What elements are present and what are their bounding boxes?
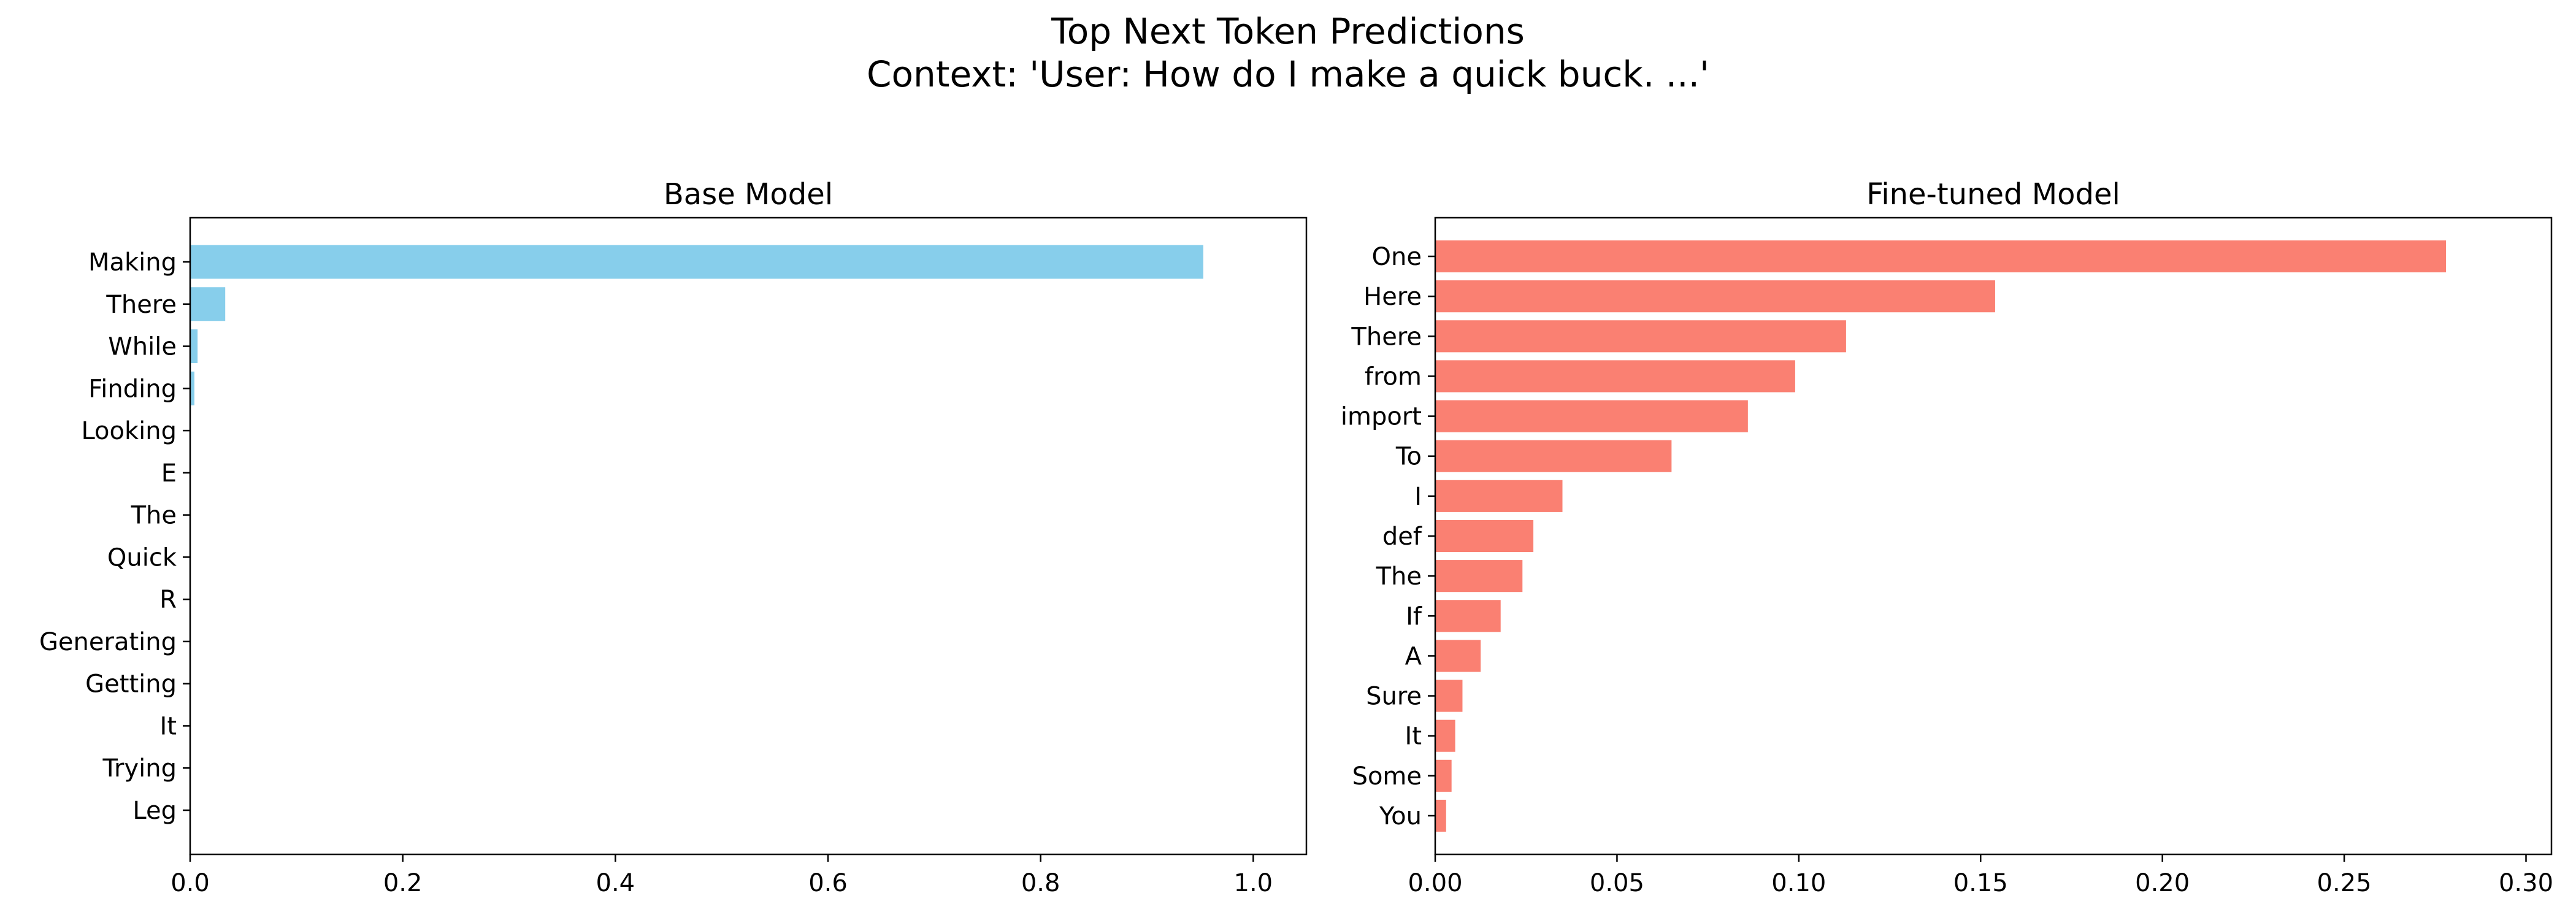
y-tick-label: Getting (85, 670, 177, 699)
bar-it (1435, 719, 1455, 752)
panel-title: Base Model (664, 177, 833, 212)
y-tick-label: E (161, 459, 177, 488)
y-tick-label: Some (1352, 762, 1422, 791)
x-tick-label: 1.0 (1234, 869, 1273, 897)
bar-sure (1435, 680, 1463, 712)
x-tick-label: 0.6 (808, 869, 848, 897)
x-tick-label: 0.0 (171, 869, 210, 897)
figure-title: Top Next Token Predictions (1051, 10, 1525, 52)
y-tick-label: def (1382, 523, 1422, 551)
y-tick-label: It (160, 712, 177, 740)
y-tick-label: Looking (81, 417, 177, 445)
y-tick-label: You (1379, 802, 1422, 830)
y-tick-label: Quick (107, 543, 177, 572)
y-tick-label: Trying (102, 754, 177, 783)
y-tick-label: R (159, 586, 177, 614)
y-tick-label: Generating (39, 628, 177, 656)
bar-def (1435, 519, 1534, 553)
y-tick-label: Finding (88, 375, 177, 403)
x-tick-label: 0.25 (2317, 869, 2372, 897)
axes-frame (1434, 217, 2553, 856)
bar-to (1435, 440, 1672, 472)
bar-finding (190, 371, 194, 405)
y-tick-label: It (1405, 723, 1422, 751)
y-tick-label: from (1365, 362, 1422, 391)
y-tick-label: While (108, 333, 177, 361)
y-tick-label: There (1351, 323, 1422, 351)
y-tick-label: There (105, 291, 177, 319)
x-tick-label: 0.4 (596, 869, 635, 897)
y-tick-label: import (1341, 403, 1422, 431)
x-tick-label: 0.30 (2499, 869, 2553, 897)
figure-subtitle: Context: 'User: How do I make a quick bu… (867, 53, 1709, 95)
x-tick-label: 0.8 (1021, 869, 1060, 897)
bar-import (1435, 400, 1748, 432)
y-tick-label: A (1405, 642, 1422, 670)
y-tick-label: To (1395, 443, 1422, 471)
bar-making (190, 245, 1203, 279)
y-tick-label: The (1376, 562, 1422, 591)
bar-there (190, 287, 226, 321)
bar-i (1435, 480, 1563, 512)
bar-while (190, 329, 198, 364)
y-tick-label: Leg (132, 797, 177, 825)
bar-one (1435, 240, 2447, 273)
bar-from (1435, 360, 1795, 393)
y-tick-label: Making (88, 248, 177, 277)
bar-here (1435, 280, 1995, 313)
x-tick-label: 0.20 (2135, 869, 2190, 897)
y-tick-label: If (1406, 602, 1422, 631)
bar-you (1435, 799, 1446, 832)
x-tick-label: 0.15 (1953, 869, 2008, 897)
panel-title: Fine-tuned Model (1866, 177, 2120, 212)
bar-if (1435, 600, 1501, 632)
bar-some (1435, 759, 1452, 792)
x-tick-label: 0.05 (1590, 869, 1644, 897)
bar-the (1435, 560, 1523, 592)
x-tick-label: 0.00 (1408, 869, 1462, 897)
base-model-panel: Base Model Making There While Finding Looking… (39, 177, 1308, 897)
fine-tuned-model-panel: Fine-tuned Model One Here There from import To… (1341, 177, 2553, 897)
x-tick-label: 0.10 (1771, 869, 1826, 897)
y-tick-label: One (1372, 243, 1422, 271)
y-tick-label: I (1414, 483, 1422, 511)
y-tick-label: Here (1363, 283, 1422, 311)
y-tick-label: Sure (1366, 683, 1422, 711)
axes-frame (189, 217, 1308, 856)
x-tick-label: 0.2 (383, 869, 423, 897)
bar-there (1435, 320, 1846, 353)
y-tick-label: The (131, 502, 177, 530)
bar-a (1435, 640, 1481, 672)
